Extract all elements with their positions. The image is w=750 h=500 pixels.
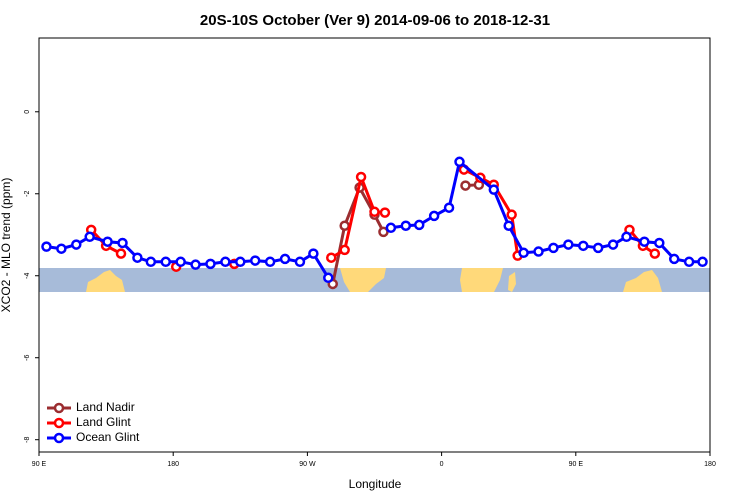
plot-frame [38, 37, 711, 453]
x-tick-label: 180 [704, 461, 716, 468]
data-point [668, 253, 680, 265]
data-point [56, 243, 67, 254]
data-point [649, 248, 661, 259]
data-point [160, 256, 171, 268]
data-point [454, 156, 465, 168]
chart-title: 20S-10S October (Ver 9) 2014-09-06 to 20… [200, 12, 550, 29]
data-point [326, 252, 337, 263]
x-tick-label: 90 E [569, 461, 584, 468]
data-point [443, 202, 455, 213]
data-point [41, 241, 52, 252]
data-point [249, 255, 261, 266]
data-point [592, 242, 604, 254]
data-point [102, 236, 113, 247]
land-patch [340, 268, 386, 292]
data-point [339, 220, 350, 231]
data-point [379, 207, 391, 218]
x-tick-label: 90 E [32, 461, 47, 468]
data-point [175, 256, 186, 268]
legend-marker [53, 417, 65, 429]
data-point [621, 231, 632, 243]
data-point [578, 240, 589, 252]
y-tick-label: 0 [24, 110, 31, 114]
x-tick-label: 0 [440, 461, 444, 468]
land-patch [460, 268, 503, 292]
y-tick-label: -8 [24, 436, 31, 442]
x-tick-label: 90 W [299, 461, 316, 468]
data-point [145, 256, 157, 268]
data-point [428, 210, 440, 222]
data-point [563, 239, 574, 250]
data-point [132, 252, 143, 263]
data-point [355, 171, 367, 183]
data-point [235, 256, 246, 268]
data-point [385, 222, 397, 234]
x-tick-label: 180 [167, 461, 179, 468]
data-point [264, 256, 276, 268]
data-point [683, 256, 695, 268]
data-point [400, 220, 412, 231]
data-point [413, 219, 425, 231]
data-point [308, 248, 319, 259]
y-tick-label: -6 [24, 355, 31, 361]
data-point [369, 206, 380, 218]
data-point [279, 253, 291, 265]
y-axis-label: XCO2 - MLO trend (ppm) [0, 178, 13, 313]
data-point [71, 239, 82, 250]
data-point [639, 236, 650, 247]
legend-label: Land Nadir [76, 400, 135, 414]
land-patch [86, 270, 125, 292]
x-axis-label: Longitude [349, 477, 402, 491]
data-point [488, 184, 500, 195]
data-point [220, 256, 231, 268]
data-point [84, 231, 95, 243]
data-point [205, 258, 216, 270]
data-point [460, 180, 471, 191]
legend-label: Ocean Glint [76, 430, 140, 444]
data-point [339, 244, 350, 256]
data-point [654, 237, 665, 249]
y-tick-label: -2 [24, 191, 31, 197]
legend-marker [53, 402, 65, 414]
land-patch [623, 270, 662, 292]
land-patch [508, 272, 516, 292]
data-point [115, 248, 127, 259]
legend-label: Land Glint [76, 415, 131, 429]
data-point [607, 239, 619, 250]
data-point [117, 237, 128, 249]
y-tick-label: -4 [24, 273, 31, 279]
data-point [378, 226, 389, 238]
data-point [503, 220, 514, 231]
legend-marker [53, 432, 65, 444]
data-point [548, 242, 559, 254]
data-point [190, 259, 201, 270]
data-point [518, 247, 529, 259]
data-point [697, 256, 708, 268]
data-point [294, 256, 306, 268]
data-point [506, 209, 517, 220]
data-point [533, 246, 544, 257]
data-point [323, 272, 334, 284]
map-strip [39, 268, 710, 292]
